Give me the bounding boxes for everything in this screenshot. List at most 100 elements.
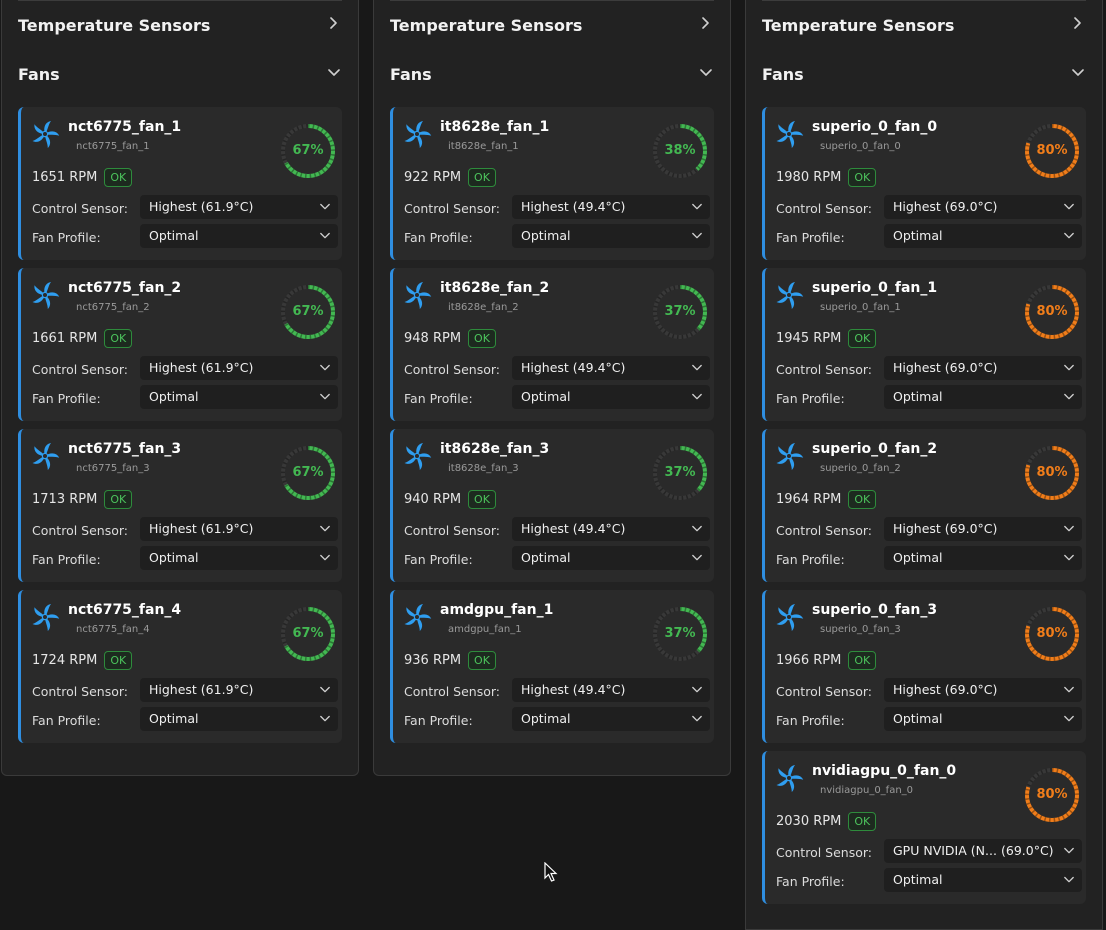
fan-card: nct6775_fan_2 nct6775_fan_2 1661 RPM OK 67% C… (18, 268, 342, 421)
control-sensor-select[interactable]: Highest (61.9°C) (140, 356, 338, 380)
fan-card: superio_0_fan_3 superio_0_fan_3 1966 RPM OK… (762, 590, 1086, 743)
control-sensor-value: Highest (61.9°C) (149, 199, 254, 214)
status-badge: OK (848, 651, 877, 670)
fan-icon (774, 441, 804, 471)
fan-profile-select[interactable]: Optimal (512, 385, 710, 409)
fan-speed-percent: 80% (1036, 304, 1068, 319)
fan-speed-percent: 80% (1036, 787, 1068, 802)
fan-speed-percent: 67% (292, 626, 324, 641)
chevron-down-icon (692, 231, 702, 241)
fan-rpm: 1661 RPM (32, 331, 98, 346)
control-sensor-select[interactable]: Highest (69.0°C) (884, 517, 1082, 541)
fan-profile-select[interactable]: Optimal (140, 385, 338, 409)
control-sensor-value: Highest (61.9°C) (149, 682, 254, 697)
chevron-down-icon (1064, 363, 1074, 373)
chevron-right-icon[interactable] (328, 17, 340, 29)
fan-profile-value: Optimal (521, 228, 571, 243)
fan-speed-percent: 37% (664, 626, 696, 641)
fan-rpm: 1945 RPM (776, 331, 842, 346)
control-sensor-select[interactable]: Highest (69.0°C) (884, 356, 1082, 380)
fan-profile-select[interactable]: Optimal (512, 224, 710, 248)
fan-profile-label: Fan Profile: (32, 552, 101, 567)
fan-speed-gauge: 67% (279, 283, 337, 341)
chevron-down-icon (692, 392, 702, 402)
chevron-down-icon (320, 392, 330, 402)
control-sensor-select[interactable]: Highest (49.4°C) (512, 517, 710, 541)
control-sensor-select[interactable]: Highest (69.0°C) (884, 678, 1082, 702)
fan-profile-label: Fan Profile: (776, 391, 845, 406)
fan-profile-select[interactable]: Optimal (884, 224, 1082, 248)
status-badge: OK (104, 168, 133, 187)
chevron-down-icon (692, 524, 702, 534)
fan-name: amdgpu_fan_1 (440, 602, 554, 618)
fan-profile-value: Optimal (521, 389, 571, 404)
fan-profile-select[interactable]: Optimal (140, 546, 338, 570)
control-sensor-select[interactable]: Highest (49.4°C) (512, 678, 710, 702)
control-sensor-select[interactable]: Highest (69.0°C) (884, 195, 1082, 219)
fan-icon (774, 763, 804, 793)
fan-icon (402, 119, 432, 149)
fan-profile-label: Fan Profile: (776, 713, 845, 728)
fan-rpm: 936 RPM (404, 653, 462, 668)
fans-header[interactable]: Fans (762, 65, 804, 84)
fan-id: nvidiagpu_0_fan_0 (820, 785, 914, 796)
fan-profile-select[interactable]: Optimal (884, 868, 1082, 892)
fan-id: nct6775_fan_2 (76, 302, 150, 313)
control-sensor-label: Control Sensor: (404, 201, 500, 216)
chevron-down-icon[interactable] (328, 67, 340, 79)
fan-speed-percent: 37% (664, 465, 696, 480)
temperature-sensors-header[interactable]: Temperature Sensors (18, 16, 211, 35)
fans-header[interactable]: Fans (18, 65, 60, 84)
fan-speed-percent: 67% (292, 143, 324, 158)
fan-profile-value: Optimal (893, 228, 943, 243)
control-sensor-select[interactable]: Highest (49.4°C) (512, 195, 710, 219)
control-sensor-value: Highest (49.4°C) (521, 521, 626, 536)
chevron-down-icon (692, 202, 702, 212)
fan-profile-select[interactable]: Optimal (512, 707, 710, 731)
fan-profile-select[interactable]: Optimal (884, 707, 1082, 731)
fan-rpm: 922 RPM (404, 170, 462, 185)
fan-speed-gauge: 67% (279, 122, 337, 180)
fan-profile-label: Fan Profile: (404, 552, 473, 567)
fan-profile-label: Fan Profile: (776, 874, 845, 889)
chevron-down-icon (692, 685, 702, 695)
fan-profile-select[interactable]: Optimal (140, 224, 338, 248)
control-sensor-select[interactable]: Highest (61.9°C) (140, 517, 338, 541)
fan-speed-percent: 67% (292, 465, 324, 480)
fan-column-panel: Temperature Sensors Fans superio_0_fan_0 su… (745, 0, 1103, 930)
fan-speed-gauge: 80% (1023, 122, 1081, 180)
chevron-down-icon[interactable] (700, 67, 712, 79)
fan-profile-value: Optimal (893, 389, 943, 404)
fan-name: superio_0_fan_3 (812, 602, 938, 618)
temperature-sensors-header[interactable]: Temperature Sensors (390, 16, 583, 35)
temperature-sensors-header[interactable]: Temperature Sensors (762, 16, 955, 35)
fan-speed-percent: 80% (1036, 626, 1068, 641)
control-sensor-value: Highest (49.4°C) (521, 199, 626, 214)
status-badge: OK (104, 490, 133, 509)
control-sensor-select[interactable]: Highest (61.9°C) (140, 678, 338, 702)
fan-card: it8628e_fan_2 it8628e_fan_2 948 RPM OK 37% Co… (390, 268, 714, 421)
status-badge: OK (848, 329, 877, 348)
fans-header[interactable]: Fans (390, 65, 432, 84)
fan-profile-select[interactable]: Optimal (140, 707, 338, 731)
control-sensor-select[interactable]: Highest (61.9°C) (140, 195, 338, 219)
fan-profile-select[interactable]: Optimal (884, 385, 1082, 409)
control-sensor-select[interactable]: Highest (49.4°C) (512, 356, 710, 380)
fan-profile-label: Fan Profile: (32, 230, 101, 245)
fan-rpm: 1964 RPM (776, 492, 842, 507)
chevron-down-icon (1064, 524, 1074, 534)
fan-profile-value: Optimal (149, 711, 199, 726)
fan-profile-select[interactable]: Optimal (884, 546, 1082, 570)
fan-name: it8628e_fan_3 (440, 441, 550, 457)
control-sensor-label: Control Sensor: (776, 845, 872, 860)
fan-id: amdgpu_fan_1 (448, 624, 522, 635)
fan-icon (30, 441, 60, 471)
chevron-right-icon[interactable] (1072, 17, 1084, 29)
control-sensor-label: Control Sensor: (776, 684, 872, 699)
fan-id: superio_0_fan_2 (820, 463, 901, 474)
chevron-down-icon[interactable] (1072, 67, 1084, 79)
control-sensor-select[interactable]: GPU NVIDIA (N... (69.0°C) (884, 839, 1082, 863)
fan-profile-select[interactable]: Optimal (512, 546, 710, 570)
fan-rpm: 1713 RPM (32, 492, 98, 507)
chevron-right-icon[interactable] (700, 17, 712, 29)
